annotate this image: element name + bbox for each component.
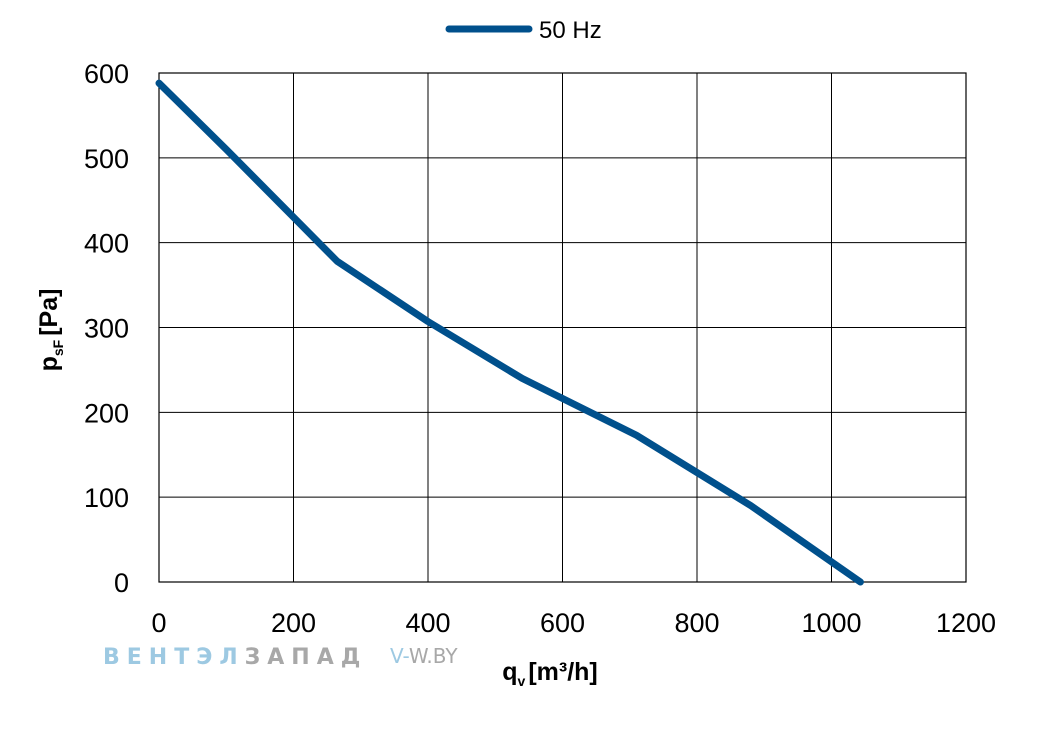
y-axis-title-subscript: sF <box>50 339 66 356</box>
x-tick-labels: 0 200 400 600 800 1000 1200 <box>151 608 996 638</box>
x-tick-label-200: 200 <box>271 608 316 638</box>
watermark-site: V-W.BY <box>390 644 458 668</box>
watermark-logo: ВЕНТЭЛЗАПАД V-W.BY <box>103 644 458 670</box>
x-tick-label-400: 400 <box>405 608 450 638</box>
y-tick-label-100: 100 <box>84 483 129 513</box>
y-tick-label-600: 600 <box>84 59 129 89</box>
y-tick-label-400: 400 <box>84 229 129 259</box>
watermark-brand: ВЕНТЭЛЗАПАД <box>103 645 367 670</box>
watermark-brand-part2: ЗАПАД <box>245 645 368 670</box>
y-tick-label-500: 500 <box>84 144 129 174</box>
y-axis-title-unit: [Pa] <box>35 289 63 336</box>
y-tick-labels: 0 100 200 300 400 500 600 <box>84 59 129 598</box>
grid-lines <box>158 72 967 583</box>
watermark-site-prefix: V- <box>390 644 410 668</box>
x-axis-title: qv [m³/h] <box>502 658 598 689</box>
watermark-site-rest: W.BY <box>409 644 458 668</box>
x-tick-label-0: 0 <box>151 608 166 638</box>
x-tick-label-1000: 1000 <box>801 608 861 638</box>
x-tick-label-1200: 1200 <box>936 608 996 638</box>
legend-label-50hz: 50 Hz <box>539 17 602 44</box>
x-tick-label-800: 800 <box>674 608 719 638</box>
x-axis-title-symbol: q <box>502 658 517 686</box>
x-tick-label-600: 600 <box>540 608 585 638</box>
series-line-50hz <box>155 79 864 586</box>
plot-area-frame <box>158 72 967 583</box>
x-axis-title-subscript: v <box>518 673 526 689</box>
y-tick-label-200: 200 <box>84 398 129 428</box>
x-axis-title-unit: [m³/h] <box>528 658 597 686</box>
legend: 50 Hz <box>445 17 602 44</box>
watermark-brand-part1: ВЕНТЭЛ <box>103 645 245 670</box>
y-axis-title: psF [Pa] <box>35 289 66 372</box>
series-group <box>155 79 864 586</box>
y-axis-title-symbol: p <box>35 356 63 371</box>
y-tick-label-0: 0 <box>114 568 129 598</box>
y-tick-label-300: 300 <box>84 314 129 344</box>
